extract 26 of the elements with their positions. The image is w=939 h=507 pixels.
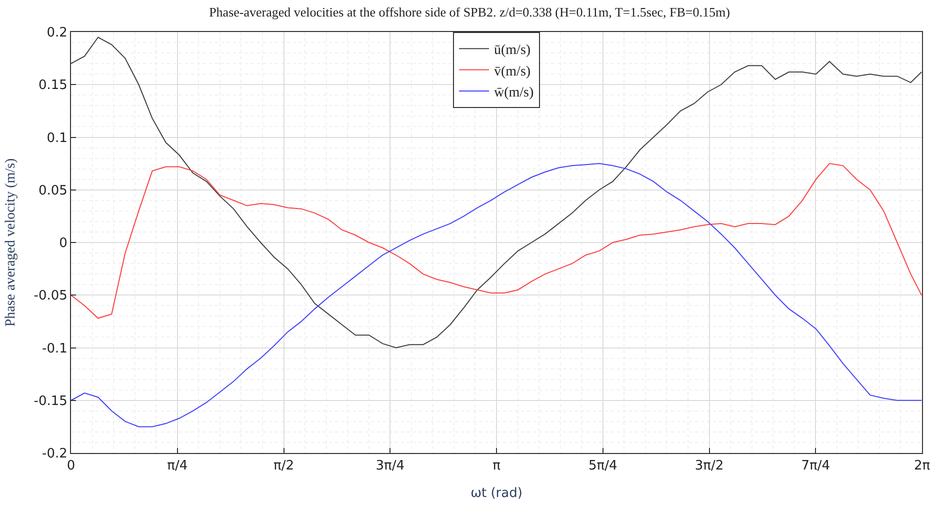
legend-label: v̄(m/s) — [494, 64, 531, 80]
line-series — [71, 163, 922, 428]
x-tick-label: π/4 — [167, 458, 188, 474]
x-tick-label: 3π/2 — [694, 458, 724, 474]
line-series — [71, 36, 922, 348]
y-tick-label: 0.15 — [38, 78, 68, 94]
x-tick-label: π/2 — [274, 458, 294, 474]
y-tick-label: 0.2 — [46, 26, 68, 41]
legend-label: ū(m/s) — [494, 43, 531, 58]
chart-title: Phase-averaged velocities at the offshore side of SPB2. z/d=0.338 (H=0.11m, T=1.5sec, FB=0.15m) — [209, 4, 730, 20]
line-series — [71, 163, 922, 319]
y-tick-label: 0.05 — [38, 183, 68, 198]
y-axis-title: Phase averaged velocity (m/s) — [3, 158, 18, 327]
y-tick-label: -0.2 — [42, 446, 68, 462]
legend-label: w̄(m/s) — [494, 85, 534, 100]
y-tick-label: 0.1 — [46, 130, 68, 146]
y-tick-label: -0.05 — [34, 288, 68, 304]
y-tick-label: 0 — [59, 236, 68, 252]
x-tick-label: 3π/4 — [376, 458, 405, 474]
y-tick-label: -0.15 — [34, 394, 68, 409]
x-tick-label: π — [492, 458, 501, 474]
x-tick-label: 2π — [914, 458, 930, 474]
x-axis-title: ωt (rad) — [470, 486, 522, 502]
x-tick-label: 5π/4 — [588, 458, 618, 474]
y-tick-label: -0.1 — [42, 341, 68, 356]
x-tick-label: 7π/4 — [801, 458, 830, 474]
